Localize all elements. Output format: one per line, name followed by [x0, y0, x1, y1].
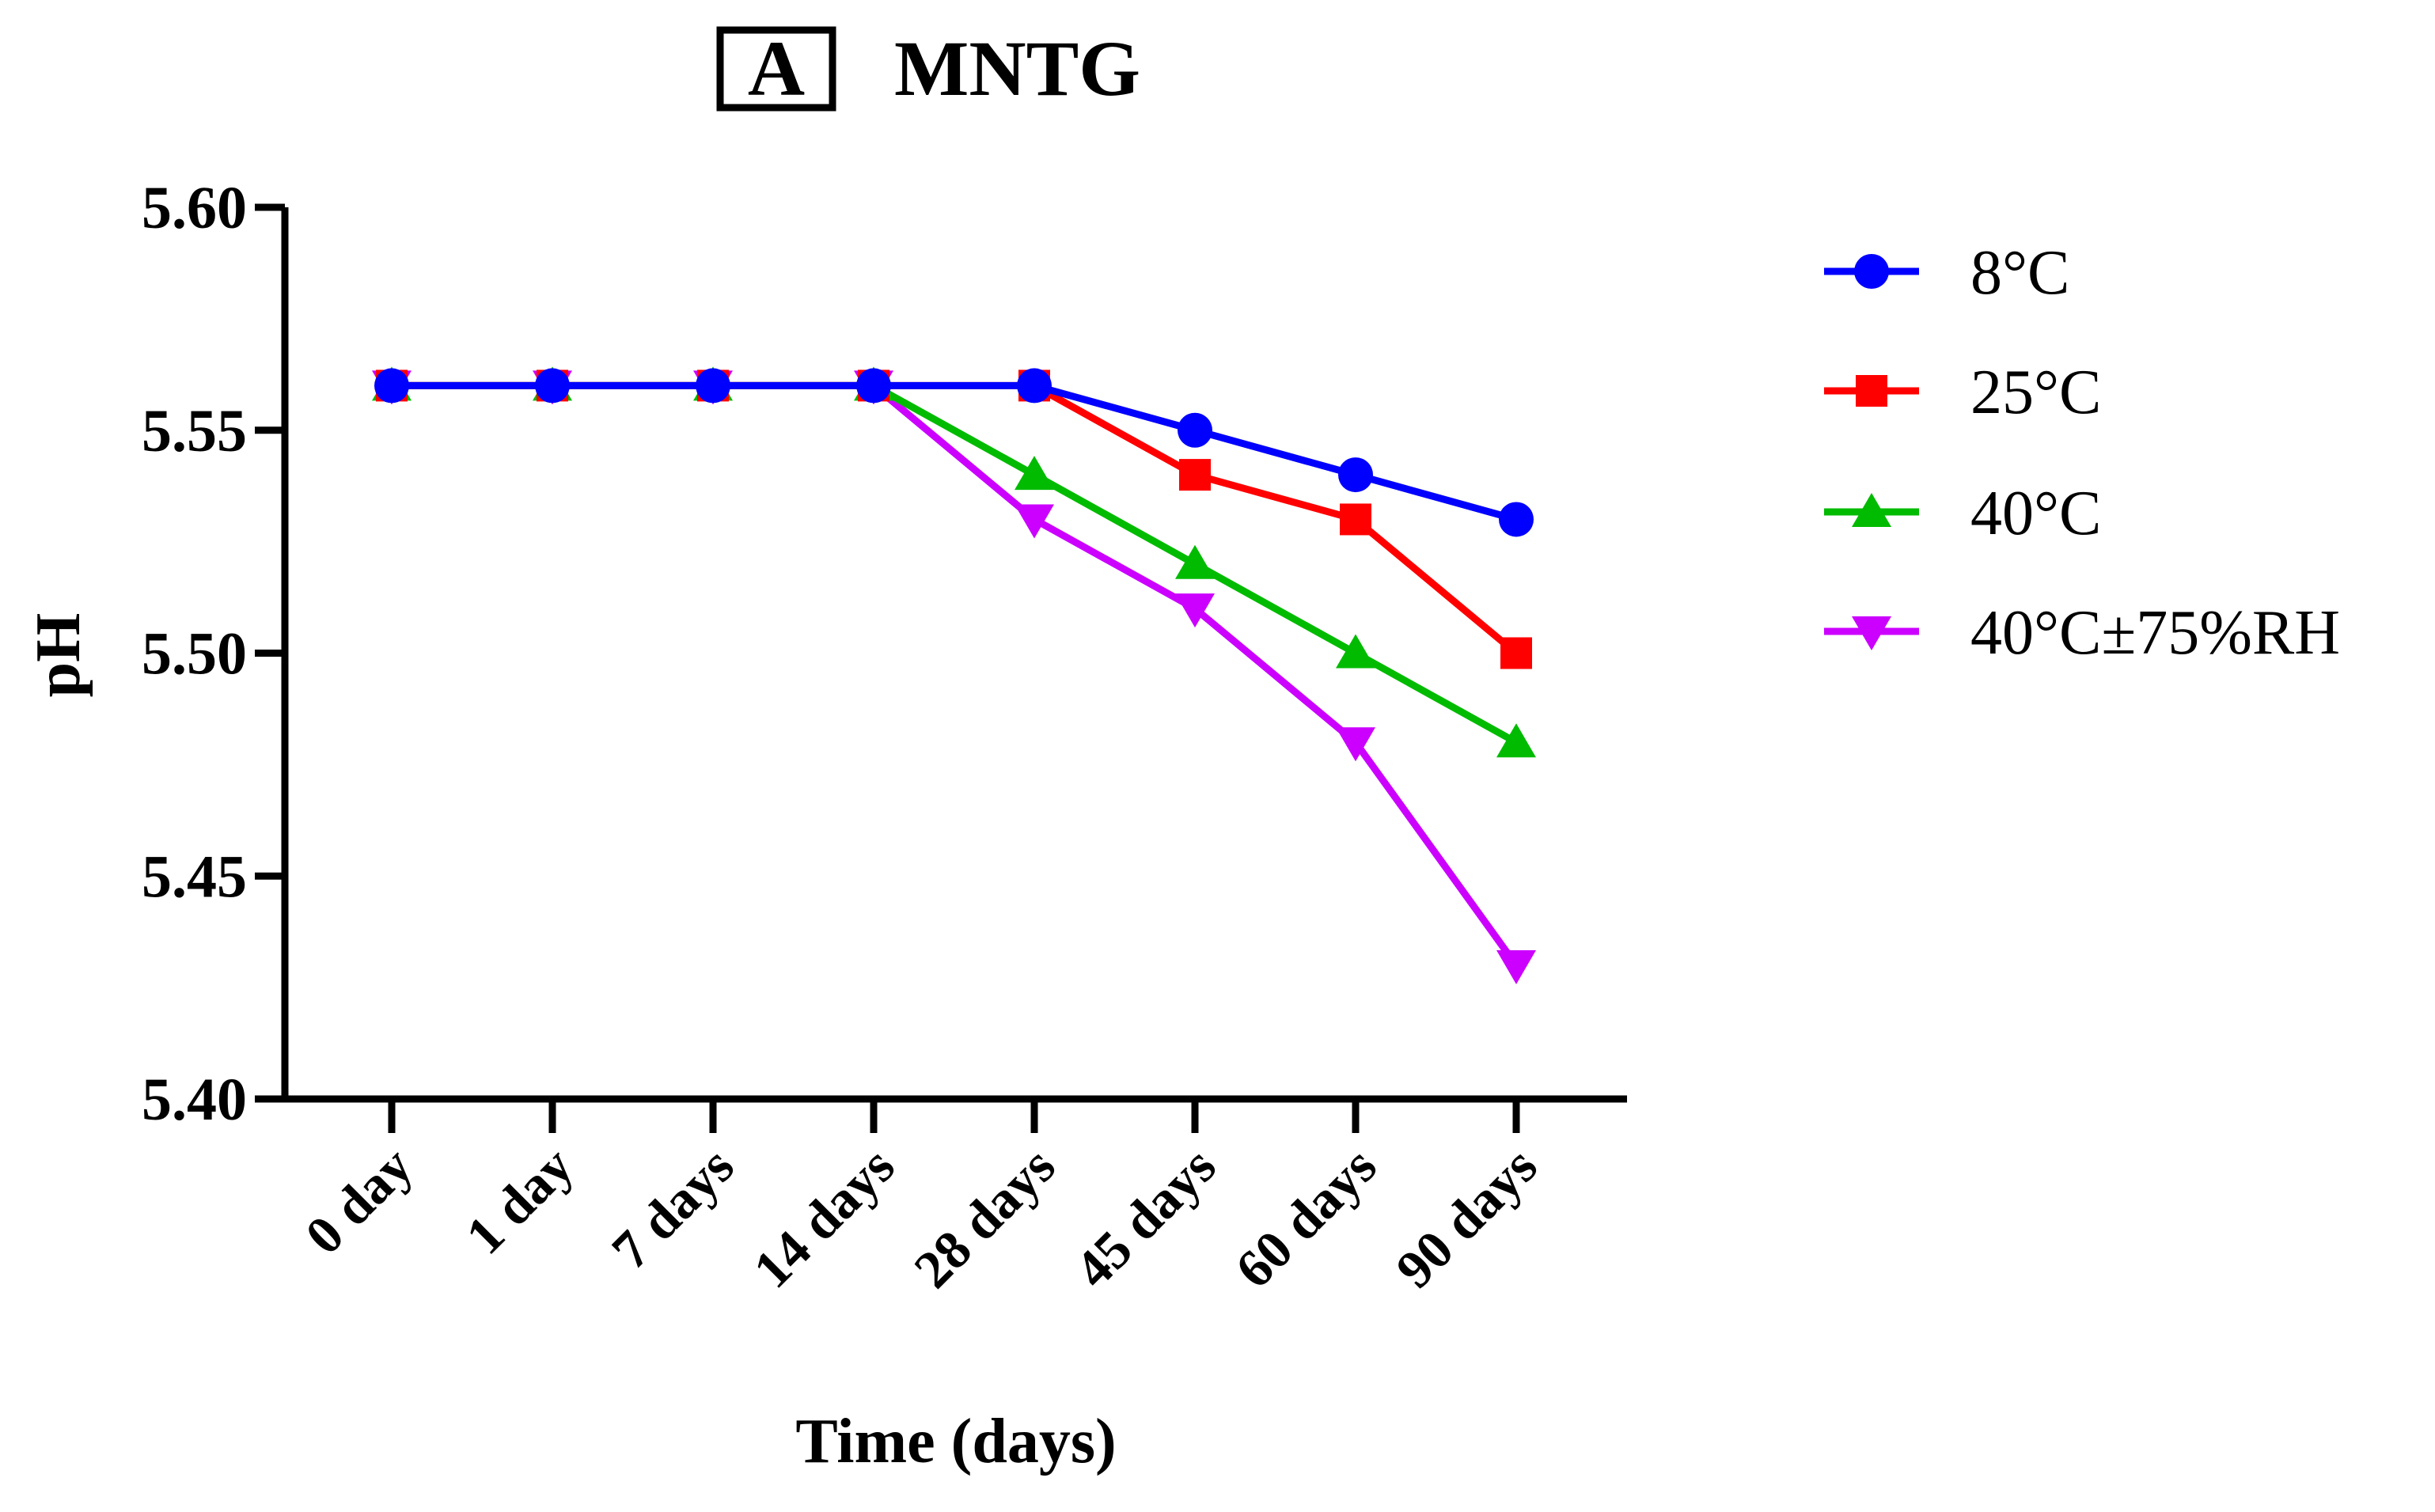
- data-point: [1338, 457, 1373, 493]
- data-point: [1175, 593, 1215, 628]
- x-tick-label: 14 days: [741, 1135, 905, 1299]
- data-point: [1499, 502, 1534, 537]
- legend-label: 40°C±75%RH: [1970, 598, 2340, 668]
- data-point: [856, 368, 891, 404]
- series-2: [372, 366, 1536, 758]
- data-point: [1336, 727, 1375, 762]
- series-1: [376, 369, 1532, 669]
- legend-marker: [1852, 493, 1891, 527]
- series-line: [392, 381, 1519, 746]
- data-point: [1015, 456, 1054, 491]
- panel-label: A: [748, 25, 805, 112]
- legend-marker: [1856, 375, 1887, 407]
- chart-title: MNTG: [894, 25, 1140, 112]
- data-point: [696, 368, 730, 404]
- x-tick-label: 60 days: [1223, 1135, 1387, 1299]
- data-point: [1179, 459, 1211, 491]
- legend-item: 8°C: [1824, 238, 2069, 308]
- legend-item: 25°C: [1824, 358, 2101, 427]
- data-point: [1340, 503, 1371, 536]
- data-point: [1496, 723, 1536, 758]
- legend: 8°C 25°C 40°C 40°C±75%RH: [1824, 238, 2340, 668]
- y-tick-label: 5.55: [142, 398, 247, 464]
- data-point: [1500, 637, 1532, 669]
- data-point: [1496, 949, 1536, 984]
- legend-item: 40°C±75%RH: [1824, 598, 2340, 668]
- x-tick-label: 1 day: [454, 1135, 585, 1266]
- legend-marker: [1854, 254, 1889, 289]
- legend-label: 8°C: [1970, 238, 2069, 308]
- y-tick-label: 5.60: [142, 175, 247, 241]
- legend-label: 40°C: [1970, 479, 2101, 548]
- data-point: [374, 368, 409, 404]
- y-tick-label: 5.50: [142, 621, 247, 688]
- x-tick-label: 45 days: [1063, 1135, 1227, 1299]
- y-tick-label: 5.45: [142, 843, 247, 910]
- panel-label-box: [716, 26, 836, 112]
- x-tick-label: 7 days: [600, 1135, 745, 1280]
- legend-label: 25°C: [1970, 358, 2101, 427]
- y-axis-ticks: 5.40 5.45 5.50 5.55 5.60: [142, 175, 285, 1133]
- x-tick-label: 0 day: [294, 1135, 424, 1266]
- x-tick-label: 28 days: [902, 1135, 1066, 1299]
- data-point: [1336, 634, 1375, 669]
- legend-item: 40°C: [1824, 479, 2101, 548]
- data-point: [1017, 368, 1052, 404]
- x-tick-label: 90 days: [1384, 1135, 1548, 1299]
- data-point: [1178, 412, 1212, 448]
- data-point: [535, 368, 570, 404]
- x-axis-label: Time (days): [795, 1407, 1116, 1476]
- data-point: [1175, 544, 1215, 579]
- y-tick-label: 5.40: [142, 1067, 247, 1133]
- y-axis-label: pH: [24, 613, 93, 698]
- legend-marker: [1852, 616, 1891, 650]
- data-point: [1015, 504, 1054, 539]
- series-line: [392, 381, 1518, 523]
- series-0: [374, 368, 1534, 537]
- series-layer: [372, 366, 1536, 984]
